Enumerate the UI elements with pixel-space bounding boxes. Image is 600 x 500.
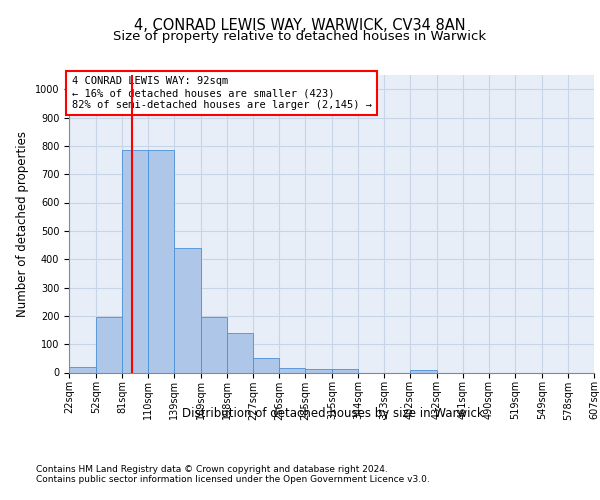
Text: Distribution of detached houses by size in Warwick: Distribution of detached houses by size … xyxy=(182,408,484,420)
Bar xyxy=(410,370,437,372)
Bar xyxy=(253,358,279,372)
Bar xyxy=(201,318,227,372)
Text: 4 CONRAD LEWIS WAY: 92sqm
← 16% of detached houses are smaller (423)
82% of semi: 4 CONRAD LEWIS WAY: 92sqm ← 16% of detac… xyxy=(71,76,371,110)
Bar xyxy=(148,150,174,372)
Bar xyxy=(227,333,253,372)
Bar xyxy=(122,150,148,372)
Text: Size of property relative to detached houses in Warwick: Size of property relative to detached ho… xyxy=(113,30,487,43)
Bar xyxy=(69,367,96,372)
Bar xyxy=(96,318,122,372)
Bar xyxy=(174,248,201,372)
Bar xyxy=(305,369,332,372)
Text: Contains public sector information licensed under the Open Government Licence v3: Contains public sector information licen… xyxy=(36,476,430,484)
Bar xyxy=(279,368,305,372)
Text: 4, CONRAD LEWIS WAY, WARWICK, CV34 8AN: 4, CONRAD LEWIS WAY, WARWICK, CV34 8AN xyxy=(134,18,466,32)
Y-axis label: Number of detached properties: Number of detached properties xyxy=(16,130,29,317)
Bar xyxy=(332,369,358,372)
Text: Contains HM Land Registry data © Crown copyright and database right 2024.: Contains HM Land Registry data © Crown c… xyxy=(36,464,388,473)
